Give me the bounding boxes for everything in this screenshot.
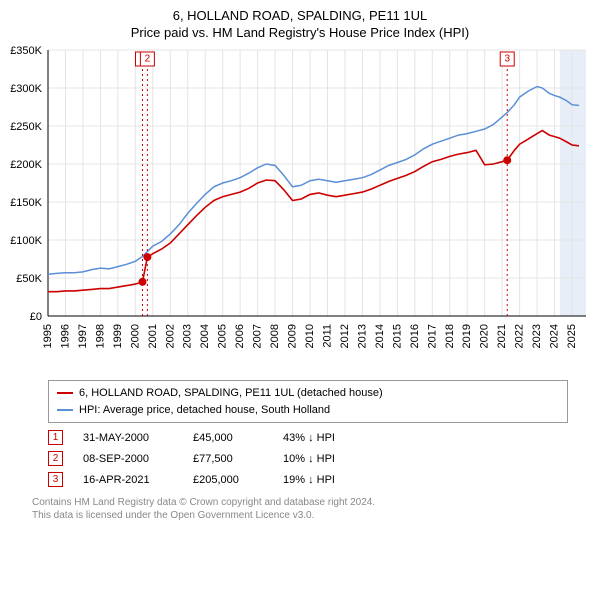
x-tick-label: 2007 xyxy=(252,324,264,348)
x-tick-label: 2018 xyxy=(444,324,456,348)
y-tick-label: £150K xyxy=(10,197,42,209)
legend-row-hpi: HPI: Average price, detached house, Sout… xyxy=(57,402,559,419)
x-axis-ticks: 1995 1996 1997 1998 1999 2000 2001 2002 2003 2004… xyxy=(42,324,578,348)
sale-event-delta: 19% ↓ HPI xyxy=(283,474,335,486)
x-tick-label: 2011 xyxy=(321,324,333,348)
x-tick-label: 2005 xyxy=(217,324,229,348)
line-chart: £0 £50K £100K £150K £200K £250K £300K £350K 1995… xyxy=(0,44,600,374)
x-tick-label: 1998 xyxy=(94,324,106,348)
x-tick-label: 2012 xyxy=(339,324,351,348)
y-tick-label: £0 xyxy=(30,311,42,323)
sale-event-date: 31-MAY-2000 xyxy=(83,432,173,444)
x-tick-label: 2009 xyxy=(287,324,299,348)
legend-swatch xyxy=(57,409,73,411)
sale-event-marker: 2 xyxy=(48,451,63,466)
sale-event-row: 2 08-SEP-2000 £77,500 10% ↓ HPI xyxy=(48,448,568,469)
y-tick-label: £200K xyxy=(10,159,42,171)
sale-marker-dot xyxy=(138,278,146,286)
x-tick-label: 2008 xyxy=(269,324,281,348)
x-tick-label: 2023 xyxy=(531,324,543,348)
y-tick-label: £250K xyxy=(10,121,42,133)
x-tick-label: 2024 xyxy=(549,324,561,348)
sale-marker-number: 2 xyxy=(145,54,151,65)
sale-event-price: £77,500 xyxy=(193,453,263,465)
sale-event-marker: 1 xyxy=(48,430,63,445)
x-tick-label: 2006 xyxy=(234,324,246,348)
y-tick-label: £300K xyxy=(10,83,42,95)
attribution-footer: Contains HM Land Registry data © Crown c… xyxy=(0,492,600,524)
x-tick-label: 2015 xyxy=(391,324,403,348)
x-tick-label: 2004 xyxy=(199,324,211,348)
chart-area: £0 £50K £100K £150K £200K £250K £300K £350K 1995… xyxy=(0,44,600,374)
x-tick-label: 1999 xyxy=(112,324,124,348)
x-tick-label: 2022 xyxy=(514,324,526,348)
sale-event-price: £205,000 xyxy=(193,474,263,486)
x-tick-label: 2017 xyxy=(426,324,438,348)
sale-event-price: £45,000 xyxy=(193,432,263,444)
x-tick-label: 2020 xyxy=(479,324,491,348)
legend-label: 6, HOLLAND ROAD, SPALDING, PE11 1UL (det… xyxy=(79,385,383,402)
legend-row-property: 6, HOLLAND ROAD, SPALDING, PE11 1UL (det… xyxy=(57,385,559,402)
legend: 6, HOLLAND ROAD, SPALDING, PE11 1UL (det… xyxy=(48,380,568,423)
x-tick-label: 1996 xyxy=(59,324,71,348)
x-tick-label: 2001 xyxy=(147,324,159,348)
x-tick-label: 2003 xyxy=(182,324,194,348)
x-tick-label: 2019 xyxy=(461,324,473,348)
legend-swatch xyxy=(57,392,73,394)
x-tick-label: 2014 xyxy=(374,324,386,348)
sale-event-row: 3 16-APR-2021 £205,000 19% ↓ HPI xyxy=(48,469,568,490)
title-address: 6, HOLLAND ROAD, SPALDING, PE11 1UL xyxy=(10,8,590,23)
x-tick-label: 2002 xyxy=(164,324,176,348)
y-tick-label: £350K xyxy=(10,45,42,57)
x-tick-label: 2016 xyxy=(409,324,421,348)
gridlines xyxy=(48,50,586,316)
footer-licence: This data is licensed under the Open Gov… xyxy=(32,509,590,522)
x-tick-label: 2025 xyxy=(566,324,578,348)
chart-title: 6, HOLLAND ROAD, SPALDING, PE11 1UL Pric… xyxy=(0,0,600,44)
sale-event-date: 08-SEP-2000 xyxy=(83,453,173,465)
sale-event-row: 1 31-MAY-2000 £45,000 43% ↓ HPI xyxy=(48,427,568,448)
sale-event-date: 16-APR-2021 xyxy=(83,474,173,486)
legend-label: HPI: Average price, detached house, Sout… xyxy=(79,402,330,419)
sale-marker-number: 3 xyxy=(504,54,510,65)
projection-band xyxy=(560,50,586,316)
hpi-series-line xyxy=(48,87,579,275)
x-tick-label: 1995 xyxy=(42,324,54,348)
y-tick-label: £50K xyxy=(16,273,42,285)
x-tick-label: 2013 xyxy=(356,324,368,348)
y-axis-ticks: £0 £50K £100K £150K £200K £250K £300K £350K xyxy=(10,45,42,323)
sale-event-delta: 43% ↓ HPI xyxy=(283,432,335,444)
x-tick-label: 2010 xyxy=(304,324,316,348)
title-subtitle: Price paid vs. HM Land Registry's House … xyxy=(10,25,590,40)
y-tick-label: £100K xyxy=(10,235,42,247)
sale-event-marker: 3 xyxy=(48,472,63,487)
property-series-line xyxy=(48,131,579,292)
sale-events-table: 1 31-MAY-2000 £45,000 43% ↓ HPI 2 08-SEP… xyxy=(48,427,568,490)
x-tick-label: 2000 xyxy=(129,324,141,348)
x-tick-label: 1997 xyxy=(77,324,89,348)
footer-copyright: Contains HM Land Registry data © Crown c… xyxy=(32,496,590,509)
sale-event-delta: 10% ↓ HPI xyxy=(283,453,335,465)
x-tick-label: 2021 xyxy=(496,324,508,348)
sale-marker-dot xyxy=(503,156,511,164)
sale-marker-dot xyxy=(143,253,151,261)
